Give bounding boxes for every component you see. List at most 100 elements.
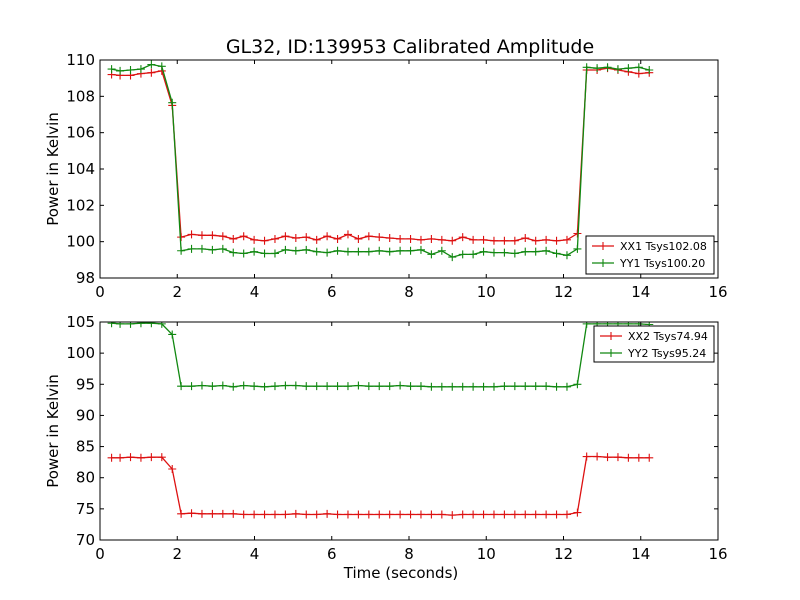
data-point-marker (552, 249, 561, 258)
data-point-marker (582, 63, 591, 72)
data-point-marker (168, 330, 177, 339)
data-point-marker (147, 322, 156, 328)
data-point-marker (343, 230, 352, 239)
data-point-marker (323, 232, 332, 241)
data-point-marker (385, 382, 394, 391)
legend-swatch-marker (607, 332, 615, 340)
data-point-marker (302, 510, 311, 519)
x-tick-label: 12 (554, 545, 573, 563)
data-point-marker (406, 382, 415, 391)
data-point-marker (510, 382, 519, 391)
data-point-marker (270, 382, 279, 391)
data-point-marker (448, 253, 457, 262)
data-point-marker (573, 508, 582, 517)
data-point-marker (343, 510, 352, 519)
data-point-marker (239, 232, 248, 241)
legend-swatch-marker (607, 349, 615, 357)
data-point-marker (458, 510, 467, 519)
data-point-marker (562, 382, 571, 391)
data-point-marker (510, 236, 519, 245)
data-point-marker (510, 249, 519, 258)
data-point-marker (542, 235, 551, 244)
data-point-marker (624, 453, 633, 462)
data-point-marker (603, 453, 612, 462)
data-point-marker (312, 247, 321, 256)
data-point-marker (197, 381, 206, 390)
y-tick-label: 85 (76, 438, 95, 456)
data-point-marker (147, 453, 156, 462)
y-tick-label: 106 (66, 124, 95, 142)
data-point-marker (270, 510, 279, 519)
data-point-marker (531, 247, 540, 256)
data-point-marker (312, 510, 321, 519)
data-point-marker (147, 68, 156, 77)
data-point-marker (281, 510, 290, 519)
data-point-marker (126, 453, 135, 462)
data-point-marker (562, 235, 571, 244)
y-tick-label: 100 (66, 233, 95, 251)
x-tick-label: 4 (250, 283, 260, 301)
figure-title: GL32, ID:139953 Calibrated Amplitude (226, 36, 594, 58)
data-point-marker (157, 62, 166, 71)
legend-entry-label: YY1 Tsys100.20 (619, 257, 705, 270)
data-point-marker (489, 236, 498, 245)
data-point-marker (458, 250, 467, 259)
data-point-marker (406, 234, 415, 243)
data-point-marker (510, 510, 519, 519)
data-point-marker (531, 382, 540, 391)
data-point-marker (396, 246, 405, 255)
data-point-marker (208, 231, 217, 240)
x-tick-label: 12 (554, 283, 573, 301)
data-point-marker (229, 248, 238, 257)
data-point-marker (218, 232, 227, 241)
data-point-marker (364, 247, 373, 256)
data-point-marker (333, 382, 342, 391)
data-point-marker (458, 233, 467, 242)
data-point-marker (489, 510, 498, 519)
data-point-marker (385, 510, 394, 519)
data-point-marker (469, 250, 478, 259)
legend: XX1 Tsys102.08 YY1 Tsys100.20 (585, 235, 715, 275)
y-tick-label: 102 (66, 196, 95, 214)
data-point-marker (385, 234, 394, 243)
x-tick-label: 8 (404, 545, 414, 563)
data-point-marker (187, 230, 196, 239)
data-point-marker (437, 510, 446, 519)
data-point-marker (416, 382, 425, 391)
data-point-marker (208, 245, 217, 254)
data-point-marker (187, 382, 196, 391)
data-point-marker (437, 382, 446, 391)
legend-box (593, 325, 715, 363)
data-point-marker (437, 246, 446, 255)
data-point-marker (489, 248, 498, 257)
data-point-marker (427, 510, 436, 519)
x-tick-label: 8 (404, 283, 414, 301)
data-point-marker (375, 246, 384, 255)
data-point-marker (375, 233, 384, 242)
subplot-1: 0 2 4 6 8 10 12 14 16 98 100 102 104 106 108 110 Power i… (44, 51, 728, 301)
data-point-marker (364, 232, 373, 241)
y-tick-label: 108 (66, 87, 95, 105)
data-point-marker (500, 510, 509, 519)
data-point-marker (333, 246, 342, 255)
data-point-marker (239, 249, 248, 258)
data-point-marker (302, 245, 311, 254)
data-point-marker (552, 510, 561, 519)
data-point-marker (302, 233, 311, 242)
data-point-marker (603, 63, 612, 72)
data-point-marker (542, 510, 551, 519)
data-point-marker (552, 236, 561, 245)
data-point-marker (312, 382, 321, 391)
data-point-marker (208, 382, 217, 391)
data-point-marker (168, 98, 177, 107)
data-point-marker (323, 509, 332, 518)
data-point-marker (375, 382, 384, 391)
data-point-marker (573, 244, 582, 253)
data-point-marker (250, 510, 259, 519)
data-point-marker (333, 234, 342, 243)
data-point-marker (416, 245, 425, 254)
data-point-marker (521, 234, 530, 243)
data-point-marker (582, 452, 591, 461)
data-point-marker (126, 65, 135, 74)
